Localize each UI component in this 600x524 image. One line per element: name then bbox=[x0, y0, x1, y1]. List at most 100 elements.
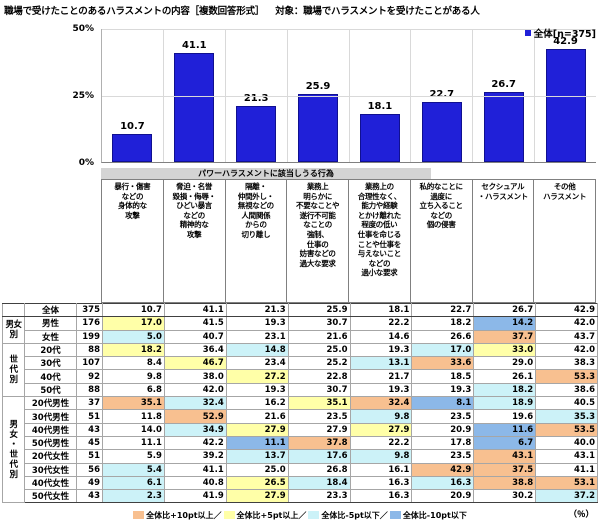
table-cell: 19.3 bbox=[411, 382, 475, 398]
row-label: 20代女性 bbox=[24, 449, 77, 464]
category-line: とかけ離れた bbox=[357, 210, 402, 220]
table-cell: 30.2 bbox=[473, 489, 537, 504]
table-cell: 21.3 bbox=[225, 302, 289, 318]
row-group-label: 世代別 bbox=[2, 342, 25, 398]
category-line: 攻撃 bbox=[125, 210, 140, 220]
title-target: 対象：職場でハラスメントを受けたことがある人 bbox=[275, 6, 480, 17]
table-cell: 42.9 bbox=[411, 462, 475, 477]
row-sample-size: 51 bbox=[76, 449, 103, 464]
category-line: 攻撃 bbox=[186, 229, 202, 239]
table-cell: 27.2 bbox=[225, 369, 289, 384]
category-line: 程度の低い bbox=[361, 220, 398, 230]
table-cell: 41.1 bbox=[163, 462, 227, 477]
table-cell: 23.3 bbox=[287, 489, 351, 504]
table-cell: 19.3 bbox=[349, 342, 413, 358]
category-line: 遂行不可能 bbox=[299, 210, 336, 220]
table-cell: 14.6 bbox=[349, 329, 413, 344]
bar[interactable] bbox=[174, 53, 215, 162]
table-cell: 36.4 bbox=[163, 342, 227, 358]
bar[interactable] bbox=[112, 134, 153, 162]
table-cell: 30.7 bbox=[287, 382, 351, 398]
highlight-legend: 全体比+10pt以上／ 全体比+5pt以上／ 全体比-5pt以下／ 全体比-10pt以… bbox=[0, 508, 600, 522]
table-cell: 32.4 bbox=[163, 396, 227, 411]
table-cell: 22.2 bbox=[349, 435, 413, 451]
table-cell: 19.3 bbox=[225, 382, 289, 398]
category-line: セクシュアル bbox=[481, 182, 525, 191]
category-line: なことの bbox=[303, 220, 332, 230]
bar[interactable] bbox=[421, 102, 462, 162]
table-cell: 38.6 bbox=[535, 382, 598, 398]
table-row: 50代女性 43 2.3 41.9 27.9 23.3 16.3 20.9 30.2 37.2 bbox=[3, 489, 598, 504]
row-label: 30代男性 bbox=[24, 409, 77, 424]
page-title: 職場で受けたことのあるハラスメントの内容［複数回答形式］ 対象：職場でハラスメン… bbox=[4, 3, 480, 17]
category-line: ひどい暴言 bbox=[176, 201, 213, 211]
table-cell: 16.2 bbox=[225, 396, 289, 411]
table-cell: 23.5 bbox=[411, 409, 475, 424]
legend-text-3: 全体比-10pt以下 bbox=[402, 510, 467, 520]
table-cell: 14.8 bbox=[225, 342, 289, 358]
bar[interactable] bbox=[483, 92, 524, 162]
category-line: 妨害などの bbox=[299, 249, 336, 259]
row-label: 50代 bbox=[24, 382, 77, 398]
table-cell: 27.9 bbox=[225, 422, 289, 437]
legend-text-0: 全体比+10pt以上／ bbox=[146, 510, 222, 520]
bar-cell: 26.7 bbox=[473, 29, 536, 162]
table-cell: 26.8 bbox=[287, 462, 351, 477]
table-cell: 26.6 bbox=[411, 329, 475, 344]
table-row: 30代女性 56 5.4 41.1 25.0 26.8 16.1 42.9 37.5 41.1 bbox=[3, 462, 598, 477]
category-header-7: その他 ハラスメント bbox=[533, 179, 596, 303]
table-cell: 43.1 bbox=[473, 449, 537, 464]
table-cell: 38.0 bbox=[163, 369, 227, 384]
table-cell: 53.5 bbox=[535, 422, 598, 437]
category-line: 過小な要求 bbox=[361, 268, 398, 278]
table-cell: 27.9 bbox=[349, 422, 413, 437]
data-table-body: 全体 375 10.7 41.1 21.3 25.9 18.1 22.7 26.7 42.9 男女別… bbox=[2, 302, 598, 504]
table-cell: 33.6 bbox=[411, 356, 475, 371]
table-cell: 19.6 bbox=[473, 409, 537, 424]
table-row: 女性 199 5.0 40.7 23.1 21.6 14.6 26.6 37.7 43.7 bbox=[3, 329, 598, 344]
row-label: 50代男性 bbox=[24, 435, 77, 451]
bar[interactable] bbox=[236, 106, 277, 162]
table-cell: 22.2 bbox=[349, 316, 413, 331]
category-line: 切り離し bbox=[241, 229, 271, 239]
row-label: 40代男性 bbox=[24, 422, 77, 437]
bar[interactable] bbox=[298, 94, 339, 162]
table-cell: 37.7 bbox=[473, 329, 537, 344]
category-line: 無視などの bbox=[237, 201, 274, 211]
power-harassment-band: パワーハラスメントに該当しうる行為 bbox=[101, 168, 431, 179]
table-cell: 40.5 bbox=[535, 396, 598, 411]
group-line: 男 bbox=[9, 419, 18, 430]
row-label: 20代 bbox=[24, 342, 77, 358]
table-cell: 37.5 bbox=[473, 462, 537, 477]
table-cell: 18.2 bbox=[411, 316, 475, 331]
table-row: 全体 375 10.7 41.1 21.3 25.9 18.1 22.7 26.7 42.9 bbox=[2, 302, 598, 318]
table-cell: 16.3 bbox=[349, 475, 413, 491]
category-line: 身体的な bbox=[117, 201, 147, 211]
legend-swatch-1 bbox=[223, 511, 235, 519]
bar-value-label: 25.9 bbox=[305, 81, 331, 92]
category-line: 業務上の bbox=[364, 182, 394, 191]
category-line: ハラスメント bbox=[543, 191, 587, 201]
table-row: 40代女性 49 6.1 40.8 26.5 18.4 16.3 16.3 38.8 53.1 bbox=[3, 475, 598, 491]
row-sample-size: 51 bbox=[76, 409, 103, 424]
legend-label: 全体[n=375] bbox=[533, 29, 596, 40]
category-line: 能力や経験 bbox=[361, 201, 398, 211]
row-sample-size: 56 bbox=[76, 462, 103, 477]
category-header-4: 業務上の 合理性なく、 能力や経験 とかけ離れた 程度の低い 仕事を命じる ことや仕事を 与え… bbox=[348, 179, 410, 303]
bar[interactable] bbox=[545, 49, 586, 162]
table-cell: 6.8 bbox=[102, 382, 165, 398]
group-line: 代 bbox=[9, 459, 18, 470]
table-cell: 18.2 bbox=[473, 382, 537, 398]
category-header-0: 暴行・傷害 などの 身体的な 攻撃 bbox=[101, 179, 163, 303]
gridline-0 bbox=[102, 29, 596, 30]
bar-value-label: 22.7 bbox=[429, 89, 455, 100]
group-line: 別 bbox=[9, 374, 18, 385]
row-sample-size: 43 bbox=[76, 489, 103, 504]
bar[interactable] bbox=[359, 114, 400, 162]
plot-area: 10.7 41.1 21.3 25.9 18.1 22.7 26.7 42.9 bbox=[101, 29, 596, 163]
table-cell: 32.4 bbox=[349, 396, 413, 411]
table-row: 世代別 20代 88 18.2 36.4 14.8 25.0 19.3 17.0 33.0 42.0 bbox=[2, 342, 598, 398]
group-line: 別 bbox=[9, 469, 18, 480]
table-cell: 10.7 bbox=[102, 302, 165, 318]
title-main: 職場で受けたことのあるハラスメントの内容［複数回答形式］ bbox=[4, 6, 265, 17]
